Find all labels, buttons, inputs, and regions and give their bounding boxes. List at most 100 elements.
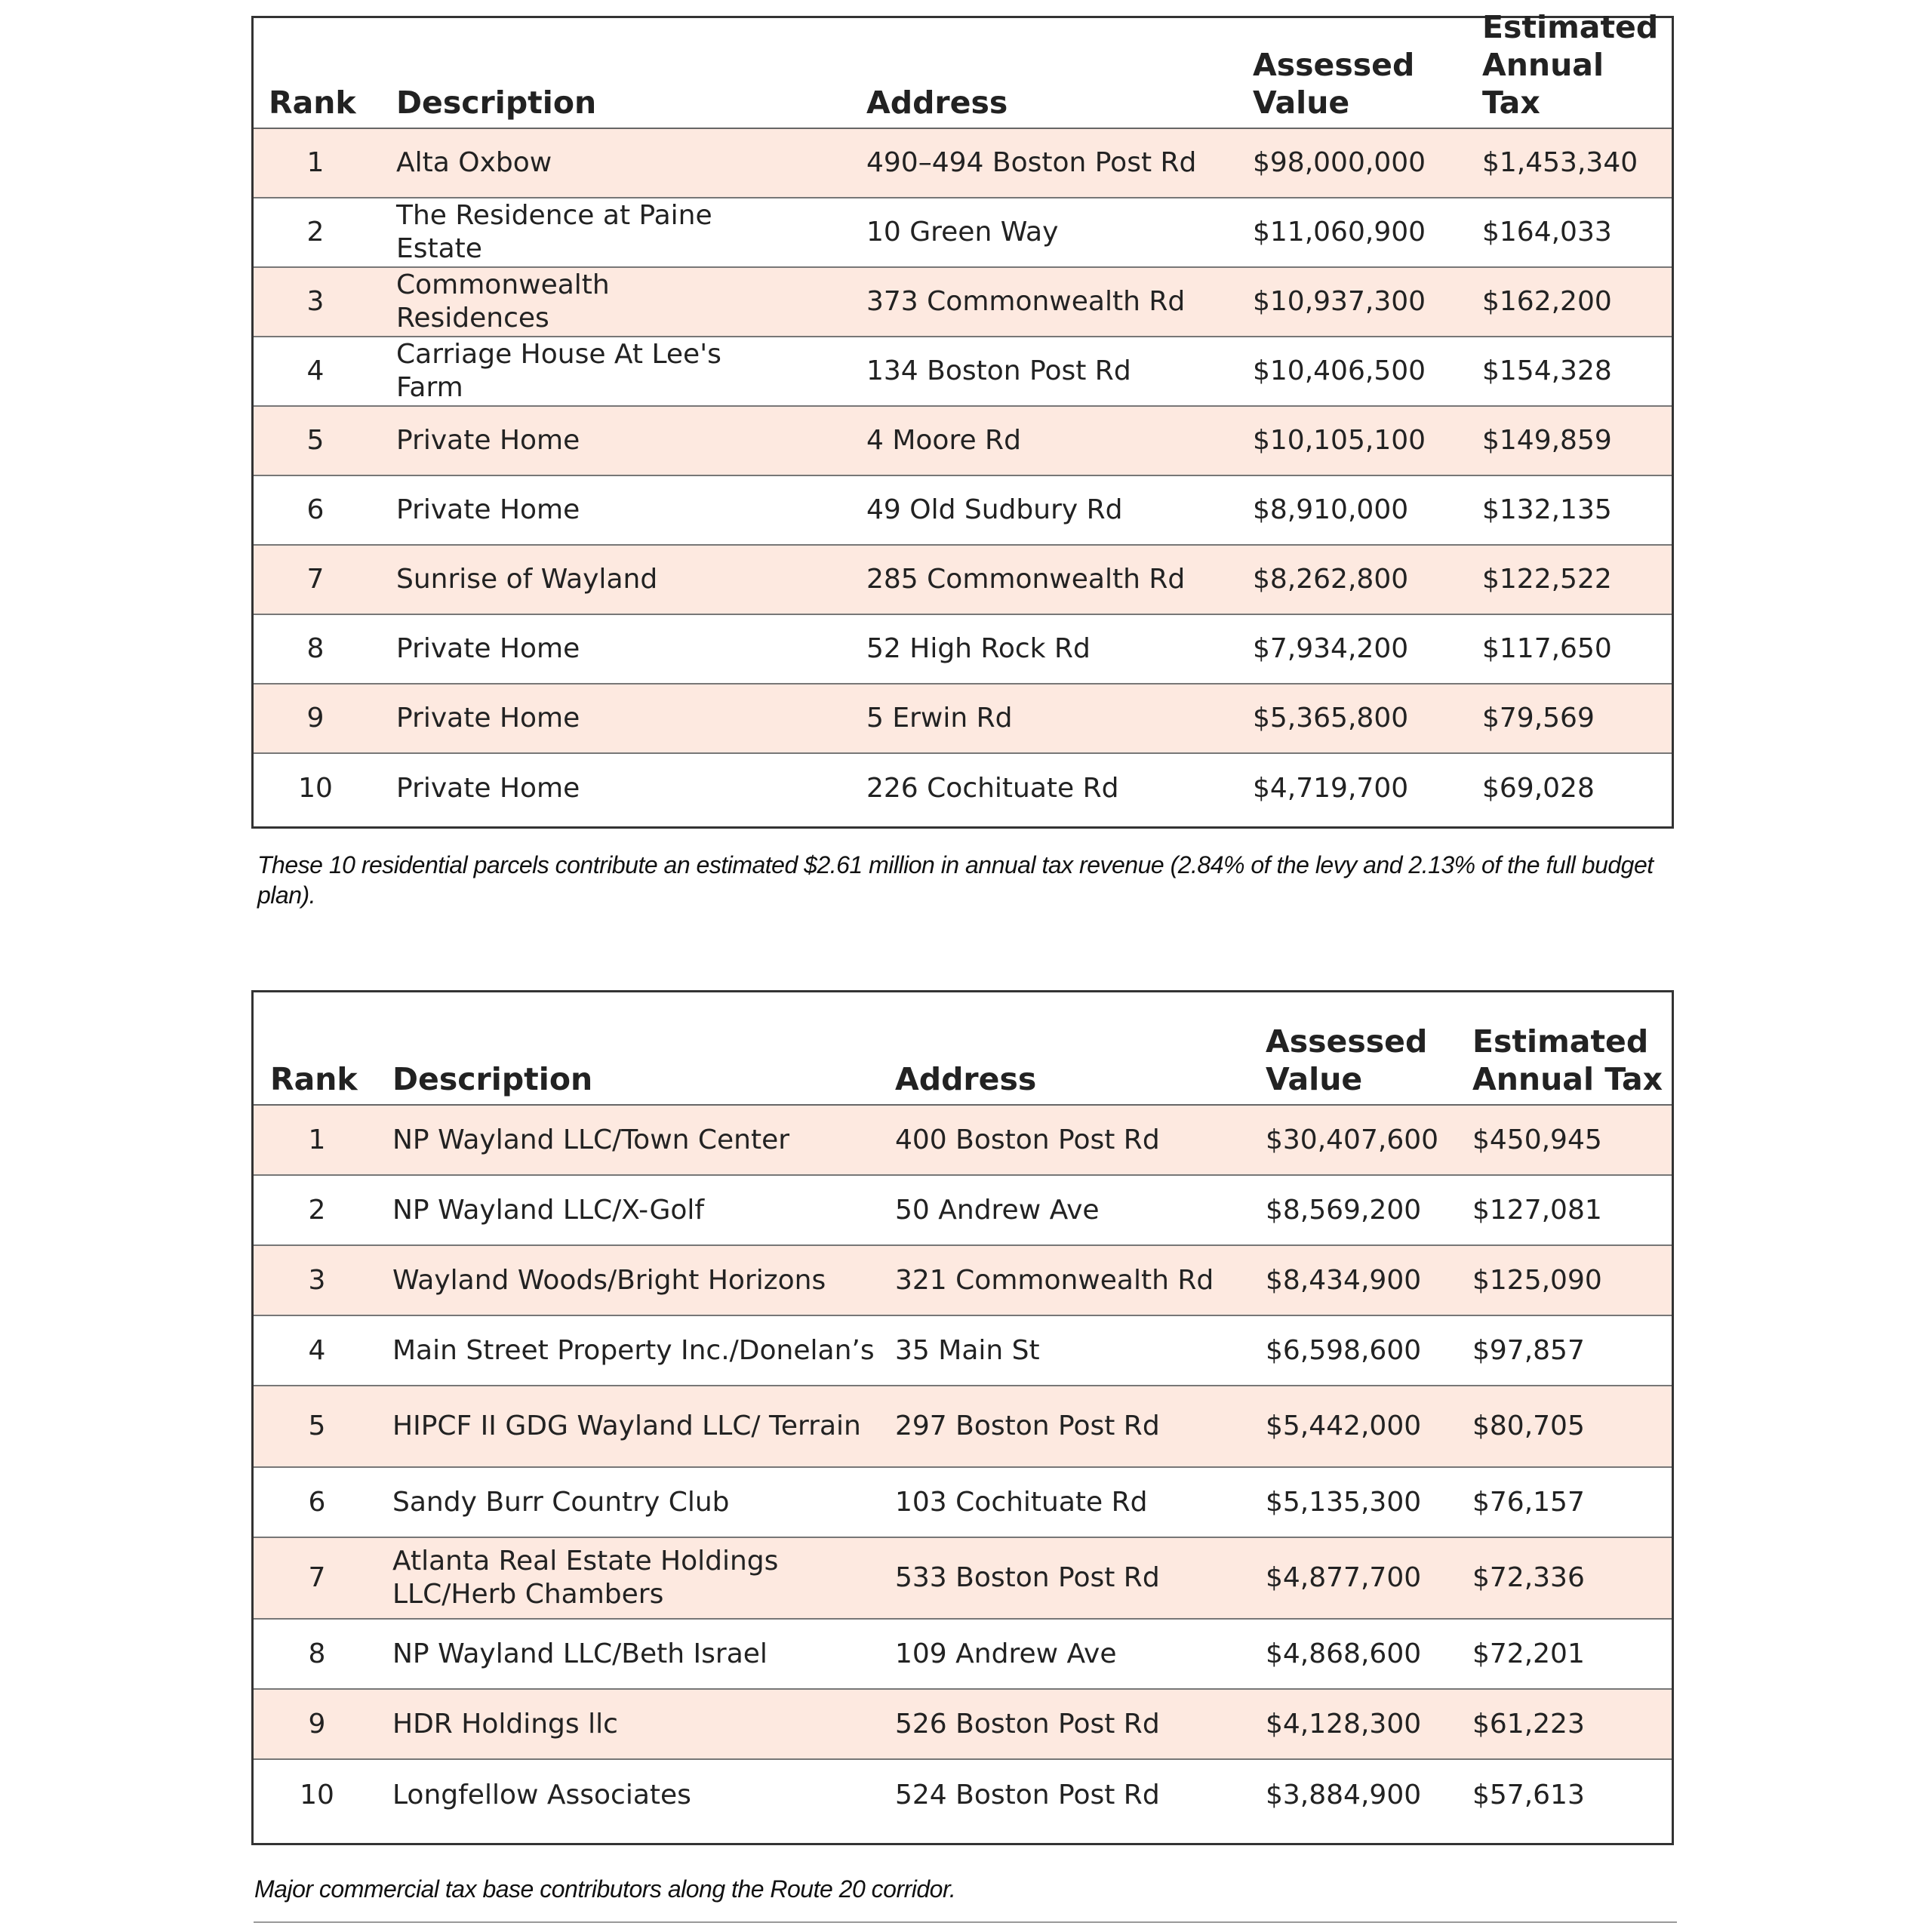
column-header-line: Value [1266,1061,1363,1097]
cell-address: 109 Andrew Ave [895,1638,1117,1669]
cell-rank: 10 [298,773,333,804]
cell-description: Private Home [396,703,580,734]
cell-tax: $1,453,340 [1482,147,1638,178]
cell-assessed: $8,569,200 [1266,1194,1422,1226]
table-header: Rank Description Address Assessed Value Estim… [254,992,1672,1106]
cell-description: Carriage House At Lee's Farm [396,339,721,403]
cell-assessed: $4,877,700 [1266,1562,1422,1593]
cell-description: Alta Oxbow [396,147,552,178]
cell-rank: 7 [308,1562,326,1593]
cell-address: 526 Boston Post Rd [895,1708,1160,1740]
cell-address: 134 Boston Post Rd [866,355,1131,386]
cell-assessed: $7,934,200 [1253,633,1409,664]
column-header-rank: Rank [269,85,356,121]
table-row: 6 Private Home 49 Old Sudbury Rd $8,910,000… [254,476,1672,546]
cell-tax: $97,857 [1472,1334,1585,1366]
commercial-parcels-table: Rank Description Address Assessed Value Estim… [251,990,1674,1845]
cell-assessed: $3,884,900 [1266,1779,1422,1810]
table-row: 8 NP Wayland LLC/Beth Israel 109 Andrew Av… [254,1620,1672,1690]
cell-assessed: $10,105,100 [1253,425,1426,456]
cell-address: 52 High Rock Rd [866,633,1091,664]
table-row: 9 Private Home 5 Erwin Rd $5,365,800 $79,569 [254,685,1672,754]
cell-rank: 3 [308,1264,326,1296]
cell-description: Longfellow Associates [392,1779,691,1810]
cell-assessed: $6,598,600 [1266,1334,1422,1366]
cell-assessed: $8,434,900 [1266,1264,1422,1296]
cell-description: HDR Holdings llc [392,1708,618,1740]
cell-assessed: $10,406,500 [1253,355,1426,386]
cell-tax: $69,028 [1482,773,1595,804]
cell-address: 400 Boston Post Rd [895,1124,1160,1155]
cell-address: 5 Erwin Rd [866,703,1013,734]
cell-rank: 1 [308,1124,326,1155]
cell-tax: $127,081 [1472,1194,1602,1226]
divider [254,1921,1677,1923]
cell-assessed: $11,060,900 [1253,217,1426,248]
cell-rank: 6 [306,494,325,525]
commercial-table-caption: Major commercial tax base contributors a… [254,1875,956,1903]
cell-assessed: $8,910,000 [1253,494,1409,525]
cell-rank: 4 [308,1334,326,1366]
cell-address: 297 Boston Post Rd [895,1411,1160,1441]
column-header-rank: Rank [270,1061,358,1097]
table-row: 4 Carriage House At Lee's Farm 134 Boston … [254,337,1672,407]
cell-address: 50 Andrew Ave [895,1194,1100,1226]
cell-tax: $122,522 [1482,564,1612,595]
cell-assessed: $98,000,000 [1253,147,1426,178]
cell-tax: $79,569 [1482,703,1595,734]
cell-rank: 5 [306,425,325,456]
column-header-address: Address [866,85,1008,121]
cell-address: 524 Boston Post Rd [895,1779,1160,1810]
cell-tax: $61,223 [1472,1708,1585,1740]
cell-description: Private Home [396,494,580,525]
cell-rank: 9 [308,1708,326,1740]
cell-address: 10 Green Way [866,217,1059,248]
table-row: 5 HIPCF II GDG Wayland LLC/ Terrain 297 Bo… [254,1386,1672,1468]
cell-address: 373 Commonwealth Rd [866,286,1186,317]
cell-description: NP Wayland LLC/Town Center [392,1124,790,1155]
column-header-tax: Estimated Annual Tax [1482,8,1672,122]
cell-rank: 8 [308,1638,326,1669]
cell-address: 49 Old Sudbury Rd [866,494,1123,525]
cell-address: 4 Moore Rd [866,425,1021,456]
column-header-line: Annual Tax [1472,1061,1663,1097]
cell-tax: $76,157 [1472,1486,1585,1518]
cell-rank: 10 [300,1779,334,1810]
cell-rank: 1 [306,147,325,178]
cell-description: Wayland Woods/Bright Horizons [392,1264,826,1296]
cell-address: 285 Commonwealth Rd [866,564,1186,595]
column-header-line: Annual Tax [1482,47,1604,121]
table-row: 7 Sunrise of Wayland 285 Commonwealth Rd $8… [254,546,1672,615]
cell-tax: $72,336 [1472,1562,1585,1593]
cell-tax: $164,033 [1482,217,1612,248]
column-header-description: Description [396,85,597,121]
cell-description: Private Home [396,633,580,664]
column-header-line: Value [1253,85,1350,121]
table-row: 3 Wayland Woods/Bright Horizons 321 Common… [254,1246,1672,1316]
cell-tax: $450,945 [1472,1124,1602,1155]
residential-table-caption: These 10 residential parcels contribute … [257,851,1654,909]
cell-assessed: $10,937,300 [1253,286,1426,317]
table-row: 3 Commonwealth Residences 373 Commonwealth… [254,268,1672,337]
cell-tax: $72,201 [1472,1638,1585,1669]
cell-rank: 4 [306,355,325,386]
cell-rank: 2 [306,217,325,248]
cell-description: Sandy Burr Country Club [392,1486,730,1518]
cell-tax: $132,135 [1482,494,1612,525]
cell-description: Atlanta Real Estate Holdings LLC/Herb Ch… [392,1546,779,1610]
residential-parcels-table: Rank Description Address Assessed Value Estim… [251,9,1674,829]
cell-assessed: $8,262,800 [1253,564,1409,595]
cell-assessed: $5,442,000 [1266,1411,1422,1441]
column-header-line: Assessed [1266,1023,1428,1060]
cell-address: 490–494 Boston Post Rd [866,147,1197,178]
table-row: 2 The Residence at Paine Estate 10 Green W… [254,198,1672,268]
cell-rank: 5 [308,1411,326,1441]
cell-assessed: $5,135,300 [1266,1486,1422,1518]
cell-description: Main Street Property Inc./Donelan’s [392,1334,875,1366]
table-row: 1 NP Wayland LLC/Town Center 400 Boston Po… [254,1106,1672,1176]
cell-address: 35 Main St [895,1334,1040,1366]
cell-address: 321 Commonwealth Rd [895,1264,1214,1296]
cell-address: 103 Cochituate Rd [895,1486,1148,1518]
cell-description: Sunrise of Wayland [396,564,658,595]
table-row: 9 HDR Holdings llc 526 Boston Post Rd $4,12… [254,1690,1672,1760]
